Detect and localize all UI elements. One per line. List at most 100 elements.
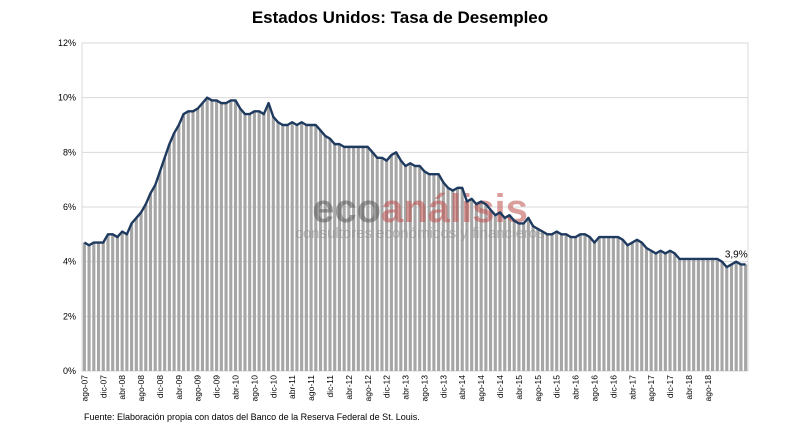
- y-tick-label: 0%: [63, 366, 76, 376]
- x-tick-label: dic-13: [438, 375, 448, 398]
- bar: [640, 242, 644, 371]
- bar: [106, 234, 110, 371]
- bar: [621, 239, 625, 371]
- bar: [314, 125, 318, 371]
- bar: [167, 144, 171, 371]
- bar: [489, 209, 493, 371]
- bar: [394, 152, 398, 371]
- bar: [630, 242, 634, 371]
- bar: [389, 155, 393, 371]
- x-axis-ticks: ago-07 dic-07 abr-08 ago-08 dic-08 abr-09 ago-…: [79, 375, 712, 402]
- bar: [328, 138, 332, 371]
- bar: [356, 146, 360, 371]
- bar: [238, 108, 242, 371]
- x-tick-label: abr-08: [117, 375, 127, 400]
- bar: [668, 250, 672, 371]
- bar: [550, 234, 554, 371]
- x-tick-label: dic-09: [212, 375, 222, 398]
- line-layer: [83, 96, 746, 269]
- bar: [744, 264, 748, 371]
- bar: [262, 114, 266, 372]
- series-line: [83, 96, 746, 269]
- x-tick-label: ago-12: [363, 375, 373, 402]
- bar: [522, 223, 526, 371]
- x-tick-label: abr-10: [231, 375, 241, 400]
- bar: [682, 258, 686, 371]
- bar: [271, 116, 275, 371]
- bar: [597, 237, 601, 371]
- bar: [446, 187, 450, 371]
- bar: [267, 103, 271, 371]
- bar: [248, 114, 252, 372]
- bar: [276, 122, 280, 372]
- bar: [403, 166, 408, 371]
- bar: [252, 111, 256, 371]
- bar: [333, 144, 337, 371]
- x-tick-label: dic-10: [268, 375, 278, 398]
- bar: [607, 237, 611, 371]
- bar: [413, 166, 417, 371]
- bar: [578, 234, 582, 371]
- bar: [205, 97, 209, 372]
- chart-title: Estados Unidos: Tasa de Desempleo: [251, 8, 549, 27]
- x-tick-label: ago-14: [476, 375, 486, 402]
- x-tick-label: ago-18: [703, 375, 713, 402]
- bar: [177, 125, 181, 371]
- bar: [649, 250, 653, 371]
- bar: [725, 267, 729, 371]
- bar: [191, 111, 195, 371]
- bar: [323, 135, 327, 371]
- watermark-part2: análisis: [381, 187, 528, 231]
- bar: [701, 258, 705, 371]
- bar: [153, 185, 157, 371]
- bar: [625, 245, 630, 371]
- bar: [540, 231, 545, 371]
- bar: [281, 125, 285, 371]
- bar: [673, 253, 677, 371]
- bar: [512, 220, 516, 371]
- bar: [342, 146, 346, 371]
- bar: [592, 242, 597, 371]
- bar: [215, 100, 219, 372]
- bar: [229, 100, 233, 372]
- y-tick-label: 6%: [63, 202, 76, 212]
- x-tick-label: abr-13: [401, 375, 411, 400]
- bar: [82, 242, 86, 371]
- bar: [588, 237, 592, 371]
- bar: [437, 174, 441, 371]
- bar: [366, 146, 370, 371]
- bar: [115, 237, 119, 371]
- x-tick-label: ago-07: [79, 375, 89, 402]
- bar: [163, 157, 167, 371]
- bar: [465, 201, 469, 371]
- bar: [285, 125, 290, 371]
- bar: [148, 193, 153, 371]
- x-tick-label: dic-08: [155, 375, 165, 398]
- bar: [370, 152, 375, 371]
- bar: [290, 122, 294, 372]
- x-tick-label: dic-15: [552, 375, 562, 398]
- bar: [233, 100, 238, 372]
- bar: [677, 258, 682, 371]
- bar: [385, 160, 389, 371]
- x-tick-label: abr-16: [571, 375, 581, 400]
- bar: [422, 171, 427, 371]
- bar: [111, 234, 115, 371]
- bar: [441, 182, 445, 371]
- bar: [711, 258, 715, 371]
- bar: [692, 258, 696, 371]
- bar: [545, 234, 549, 371]
- bar: [224, 103, 228, 371]
- x-tick-label: dic-07: [98, 375, 108, 398]
- x-tick-label: dic-11: [325, 375, 335, 398]
- bar: [361, 146, 365, 371]
- bar: [498, 212, 502, 371]
- bar: [337, 144, 341, 371]
- bar: [375, 157, 379, 371]
- bar: [158, 171, 162, 371]
- y-tick-label: 12%: [58, 38, 76, 48]
- bar: [418, 166, 422, 371]
- bar: [347, 146, 351, 371]
- watermark-logo: ecoanálisis: [312, 187, 528, 231]
